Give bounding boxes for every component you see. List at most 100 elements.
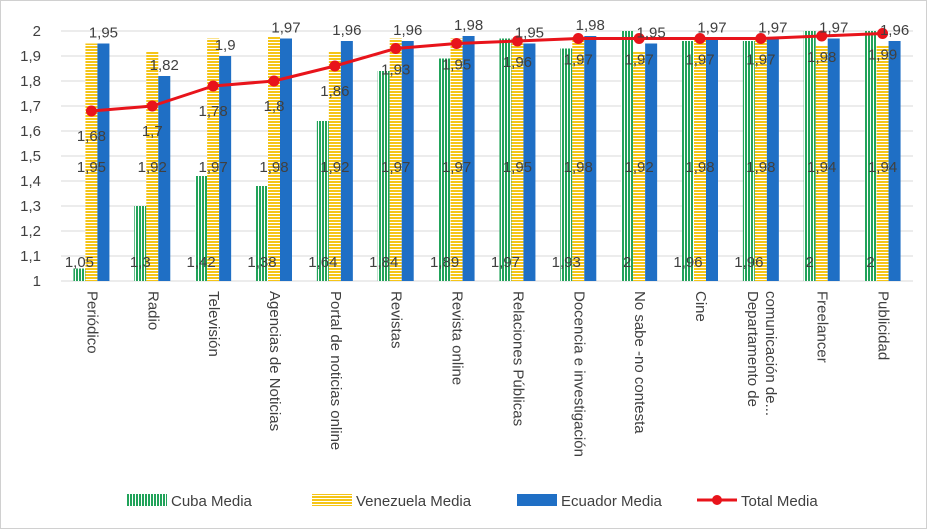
legend-label: Cuba Media bbox=[171, 493, 253, 510]
cuba-data-label: 2 bbox=[806, 254, 814, 271]
y-tick-label: 1,4 bbox=[20, 173, 41, 190]
ecuador-data-label: 1,96 bbox=[393, 22, 422, 39]
y-tick-label: 1,1 bbox=[20, 248, 41, 265]
x-category-label-line: Docencia e investigación bbox=[570, 291, 587, 457]
venezuela-bar bbox=[815, 46, 828, 281]
cuba-data-label: 1,93 bbox=[552, 254, 581, 271]
venezuela-data-label: 1,98 bbox=[564, 159, 593, 176]
x-category-label: Cine bbox=[692, 291, 709, 322]
cuba-data-label: 1,05 bbox=[65, 254, 94, 271]
y-tick-label: 1,2 bbox=[20, 223, 41, 240]
x-category-label-line: Publicidad bbox=[875, 291, 892, 360]
x-category-label: Publicidad bbox=[875, 291, 892, 360]
x-category-label-line: Revista online bbox=[449, 291, 466, 385]
x-category-label-line: Televisión bbox=[205, 291, 222, 357]
total-media-point bbox=[390, 43, 402, 54]
venezuela-data-label: 1,98 bbox=[685, 159, 714, 176]
venezuela-bar bbox=[268, 36, 280, 281]
x-category-label: Televisión bbox=[205, 291, 222, 357]
x-category-label-line: Relaciones Públicas bbox=[509, 291, 526, 426]
total-media-point bbox=[85, 105, 97, 117]
venezuela-data-label: 1,98 bbox=[259, 159, 288, 176]
ecuador-bar bbox=[97, 43, 110, 281]
legend-venezuela: Venezuela Media bbox=[312, 493, 472, 510]
cuba-bar bbox=[73, 268, 86, 281]
venezuela-data-label: 1,92 bbox=[138, 159, 167, 176]
x-category-label: Docencia e investigación bbox=[570, 291, 587, 457]
total-media-point bbox=[268, 75, 280, 87]
x-category-label-line: Revistas bbox=[388, 291, 405, 349]
y-tick-label: 1,8 bbox=[20, 73, 41, 90]
ecuador-bar bbox=[462, 36, 475, 281]
venezuela-data-label: 1,95 bbox=[503, 159, 532, 176]
data-labels: 1,051,951,951,31,921,821,421,971,91,381,… bbox=[65, 17, 909, 271]
x-category-label-line: Freelancer bbox=[814, 291, 831, 363]
ecuador-data-label: 1,82 bbox=[150, 57, 179, 74]
total-media-line bbox=[91, 32, 883, 113]
ecuador-bar bbox=[766, 38, 779, 281]
ecuador-data-label: 1,95 bbox=[515, 25, 544, 42]
cuba-bar bbox=[560, 48, 573, 281]
ecuador-bar bbox=[584, 36, 597, 281]
x-category-label-line: Periódico bbox=[83, 291, 100, 354]
cuba-bar bbox=[377, 71, 390, 281]
total-data-label: 1,86 bbox=[320, 83, 349, 100]
bars bbox=[73, 31, 901, 281]
total-data-label: 1,97 bbox=[685, 52, 714, 69]
venezuela-data-label: 1,98 bbox=[746, 159, 775, 176]
legend-cuba: Cuba Media bbox=[127, 493, 253, 510]
ecuador-data-label: 1,97 bbox=[819, 20, 848, 37]
ecuador-data-label: 1,95 bbox=[637, 25, 666, 42]
total-data-label: 1,8 bbox=[264, 98, 285, 115]
total-data-label: 1,97 bbox=[746, 52, 775, 69]
total-media-point bbox=[816, 30, 828, 42]
ecuador-bar bbox=[888, 41, 901, 281]
venezuela-bar bbox=[694, 36, 706, 281]
gridlines bbox=[61, 30, 913, 282]
legend-label: Total Media bbox=[741, 493, 818, 510]
total-media-point bbox=[694, 33, 706, 44]
ecuador-bar bbox=[706, 38, 718, 281]
ecuador-data-label: 1,9 bbox=[215, 37, 236, 54]
x-category-label: Radio bbox=[144, 291, 161, 330]
ecuador-bar bbox=[280, 38, 292, 281]
y-tick-label: 1 bbox=[33, 273, 41, 290]
venezuela-bar bbox=[754, 36, 767, 281]
ecuador-data-label: 1,96 bbox=[880, 22, 909, 39]
ecuador-data-label: 1,95 bbox=[89, 25, 118, 42]
ecuador-data-label: 1,98 bbox=[576, 17, 605, 34]
legend-total: Total Media bbox=[697, 493, 818, 510]
ecuador-bar bbox=[401, 41, 414, 281]
ecuador-data-label: 1,97 bbox=[697, 20, 726, 37]
cuba-data-label: 1,89 bbox=[430, 254, 459, 271]
venezuela-data-label: 1,92 bbox=[320, 159, 349, 176]
x-category-label: No sabe -no contesta bbox=[631, 291, 648, 434]
cuba-data-label: 1,97 bbox=[491, 254, 520, 271]
cuba-data-label: 1,42 bbox=[187, 254, 216, 271]
legend: Cuba Media Venezuela Media Ecuador Media To… bbox=[127, 493, 818, 510]
total-media-point bbox=[633, 33, 645, 44]
legend-label: Venezuela Media bbox=[356, 493, 472, 510]
venezuela-data-label: 1,97 bbox=[381, 159, 410, 176]
venezuela-bar bbox=[328, 51, 341, 281]
venezuela-data-label: 1,94 bbox=[807, 159, 836, 176]
venezuela-bar bbox=[876, 46, 889, 281]
x-category-label: Revistas bbox=[388, 291, 405, 349]
total-data-label: 1,99 bbox=[868, 47, 897, 64]
total-media-point bbox=[451, 38, 463, 49]
total-media-point bbox=[877, 28, 889, 39]
total-media-point bbox=[146, 100, 158, 112]
cuba-data-label: 1,38 bbox=[247, 254, 276, 271]
venezuela-bar bbox=[633, 51, 646, 281]
x-category-label: Freelancer bbox=[814, 291, 831, 363]
ecuador-data-label: 1,98 bbox=[454, 17, 483, 34]
cuba-data-label: 1,84 bbox=[369, 254, 398, 271]
cuba-data-label: 2 bbox=[623, 254, 631, 271]
total-media-point bbox=[329, 60, 341, 72]
y-tick-label: 1,3 bbox=[20, 198, 41, 215]
venezuela-data-label: 1,92 bbox=[625, 159, 654, 176]
x-category-label-line: Departamento de bbox=[744, 291, 761, 407]
y-tick-label: 1,9 bbox=[20, 48, 41, 65]
x-category-label: Periódico bbox=[83, 291, 100, 354]
